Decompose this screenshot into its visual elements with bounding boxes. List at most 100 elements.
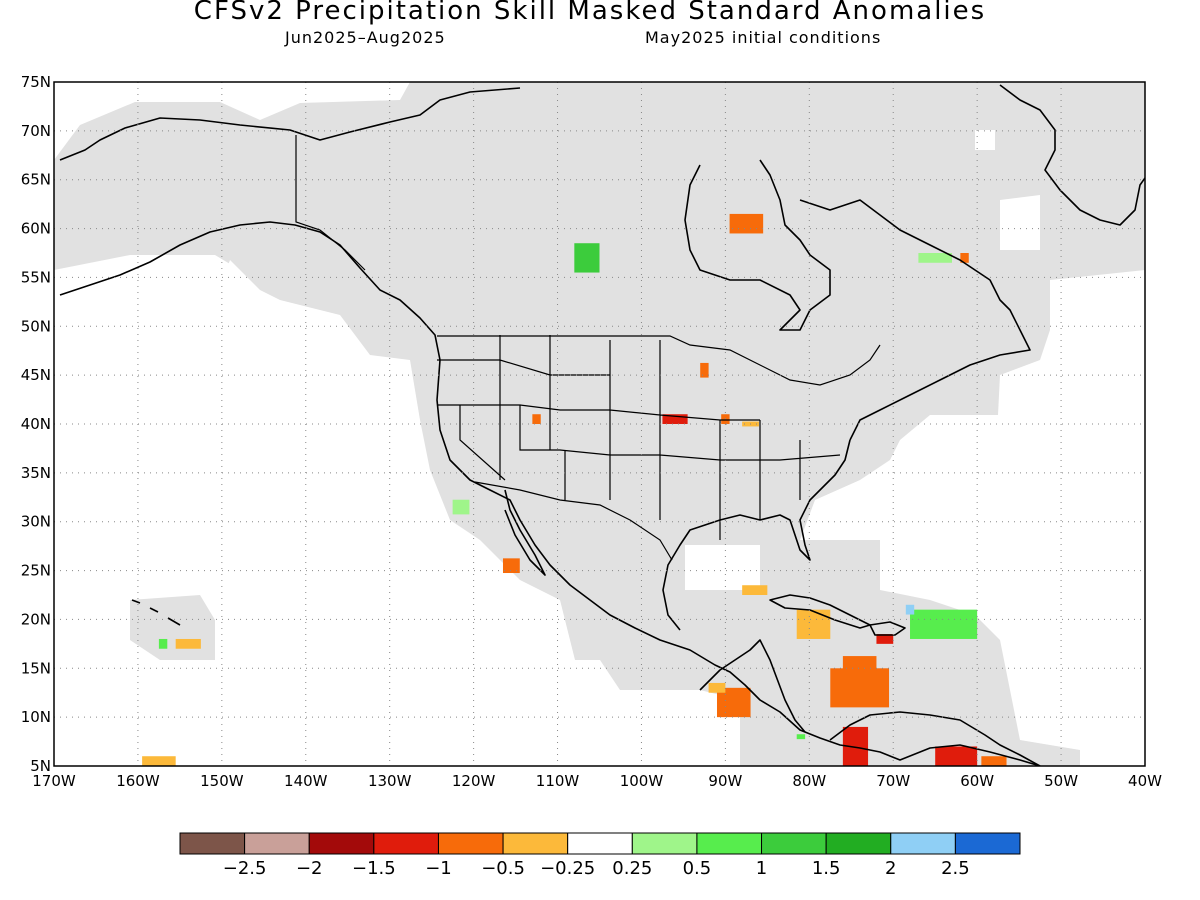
lon-label: 100W	[620, 772, 664, 790]
colorbar-swatch	[696, 832, 763, 855]
lat-label: 60N	[21, 220, 51, 238]
colorbar-swatch	[437, 832, 504, 855]
border-us-canada	[437, 335, 881, 386]
colorbar-label: 2	[885, 858, 896, 879]
lon-label: 80W	[792, 772, 826, 790]
lon-label: 170W	[32, 772, 76, 790]
coast-us-east	[662, 439, 851, 631]
coast-central-america	[699, 639, 806, 733]
colorbar-label: −2.5	[223, 858, 267, 879]
colorbar-label: 1	[756, 858, 767, 879]
lon-label: 90W	[708, 772, 742, 790]
colorbar-swatch	[890, 832, 956, 855]
anomaly-labrador	[918, 253, 952, 263]
coast-alaska-north	[59, 87, 521, 161]
colorbar-label: 1.5	[812, 858, 841, 879]
colorbar-swatch	[954, 832, 1021, 855]
lat-label: 40N	[21, 415, 51, 433]
colorbar-label: −2	[296, 858, 323, 879]
coast-hudson-bay	[684, 159, 831, 331]
forecast-period: Jun2025–Aug2025	[285, 28, 446, 47]
masked-region	[54, 82, 1145, 766]
anomaly-venezuela	[935, 746, 978, 766]
anomaly-hawaii-green	[158, 638, 168, 649]
anomaly-guatemala-2	[708, 682, 726, 693]
anomaly-pacific-baja	[452, 499, 470, 515]
lat-label: 5N	[30, 757, 51, 775]
lat-label: 20N	[21, 610, 51, 628]
anomaly-nebraska	[662, 414, 688, 424]
colorbar-swatch	[373, 832, 439, 855]
colorbar-label: −0.5	[481, 858, 525, 879]
lon-label: 140W	[284, 772, 328, 790]
colorbar-label: 2.5	[941, 858, 970, 879]
anomaly-minnesota	[700, 362, 709, 378]
us-state-lines	[437, 335, 841, 540]
lon-label: 110W	[536, 772, 580, 790]
colorbar-swatch	[179, 832, 246, 855]
lon-label: 130W	[368, 772, 412, 790]
gap-arctic	[975, 130, 995, 150]
border-us-mexico	[474, 481, 673, 561]
lat-label: 50N	[21, 317, 51, 335]
colorbar: −2.5 −2 −1.5 −1 −0.5 −0.25 0.25 0.5 1 1.5 2 2.5	[179, 832, 1021, 879]
colorbar-label: 0.25	[612, 858, 652, 879]
political-boundaries	[295, 135, 881, 561]
lon-label: 50W	[1044, 772, 1078, 790]
lon-label: 40W	[1128, 772, 1162, 790]
latitude-labels: 75N 70N 65N 60N 55N 50N 45N 40N 35N 30N 25N 20N 15N 1…	[21, 73, 51, 775]
gap-greenland	[1000, 195, 1040, 250]
anomaly-caribbean-sea	[830, 668, 890, 708]
anomaly-labrador-2	[960, 253, 969, 263]
lat-label: 35N	[21, 464, 51, 482]
colorbar-label: −1	[425, 858, 452, 879]
colorbar-label: −1.5	[352, 858, 396, 879]
coast-north-america	[59, 221, 1041, 766]
lat-label: 15N	[21, 659, 51, 677]
coast-hawaii	[131, 599, 181, 626]
lat-label: 65N	[21, 171, 51, 189]
lon-label: 160W	[116, 772, 160, 790]
anomaly-caribbean-cuba	[796, 609, 831, 639]
anomaly-hudson-bay-east	[729, 213, 764, 234]
lat-label: 10N	[21, 708, 51, 726]
anomaly-panama	[796, 734, 806, 740]
anomaly-illinois	[721, 414, 730, 424]
lon-label: 120W	[452, 772, 496, 790]
colorbar-label: −0.25	[540, 858, 595, 879]
coast-greenland	[999, 84, 1145, 226]
anomaly-cells	[142, 213, 1007, 766]
lat-label: 55N	[21, 268, 51, 286]
lat-label: 45N	[21, 366, 51, 384]
lat-label: 70N	[21, 122, 51, 140]
colorbar-swatch	[761, 832, 827, 855]
anomaly-hawaii-west	[175, 638, 201, 649]
colorbar-swatch	[825, 832, 892, 855]
colorbar-label: 0.5	[683, 858, 712, 879]
colorbar-swatch	[567, 832, 633, 855]
coast-south-america	[829, 711, 1041, 766]
longitude-labels: 170W 160W 150W 140W 130W 120W 110W 100W 90W 80W 70…	[32, 772, 1162, 790]
anomaly-antilles-blue	[905, 604, 915, 615]
lat-label: 30N	[21, 513, 51, 531]
gap-gulf	[685, 545, 760, 590]
coast-baja	[504, 489, 546, 576]
colorbar-swatch	[244, 832, 310, 855]
anomaly-venezuela-2	[981, 756, 1007, 766]
lat-label: 25N	[21, 562, 51, 580]
lon-label: 150W	[200, 772, 244, 790]
coastlines	[59, 84, 1145, 766]
anomaly-antilles-green	[910, 609, 978, 639]
colorbar-swatch	[308, 832, 375, 855]
initial-conditions: May2025 initial conditions	[645, 28, 882, 47]
colorbar-swatch	[631, 832, 698, 855]
map-title: CFSv2 Precipitation Skill Masked Standar…	[193, 0, 987, 26]
map-frame	[53, 81, 1146, 767]
anomaly-hawaii-south	[142, 756, 176, 766]
anomaly-saskatchewan	[574, 243, 600, 273]
lon-label: 60W	[960, 772, 994, 790]
anomaly-caribbean-sea-2	[842, 656, 877, 671]
lon-label: 70W	[876, 772, 910, 790]
anomaly-utah	[532, 414, 541, 424]
